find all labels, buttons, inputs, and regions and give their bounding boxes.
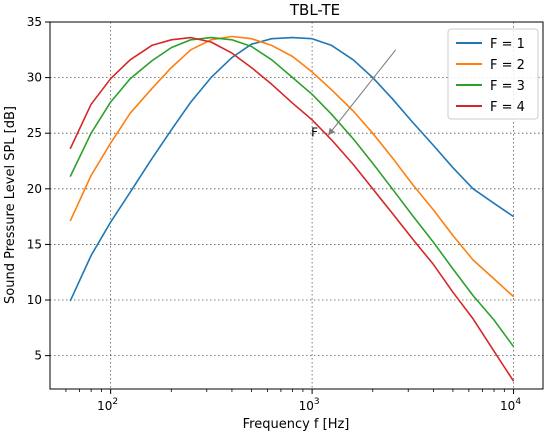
y-tick-label: 10: [27, 293, 42, 307]
legend-box: [447, 28, 539, 120]
legend-label-2: F = 2: [490, 58, 525, 73]
y-axis-label: Sound Pressure Level SPL [dB]: [3, 106, 18, 304]
chart-title: TBL-TE: [289, 1, 340, 19]
series-line-2: [69, 35, 515, 298]
series-line-3: [69, 36, 515, 348]
x-tick-label: 104: [500, 397, 521, 413]
legend: F = 1 F = 2 F = 3 F = 4: [447, 28, 539, 120]
series-layer: [69, 35, 515, 382]
x-tick-exponent: 3: [314, 397, 320, 407]
annotation-label: F: [311, 125, 318, 139]
y-tick-label: 30: [27, 71, 42, 85]
y-tick-label: 35: [27, 15, 42, 29]
x-axis-label-text: Frequency f [Hz]: [243, 417, 350, 432]
annotation: F: [311, 49, 397, 139]
x-axis-label: Frequency f [Hz]: [243, 417, 350, 432]
series-line-4: [69, 36, 515, 382]
legend-label-4: F = 4: [490, 100, 525, 115]
y-tick-label: 25: [27, 126, 42, 140]
plot-frame: [49, 21, 544, 390]
x-tick-base: 10: [97, 399, 112, 413]
legend-label-1: F = 1: [490, 37, 525, 52]
annotation-arrow-head: [328, 127, 336, 136]
x-tick-label: 102: [97, 397, 118, 413]
series-line-1: [69, 36, 515, 302]
annotation-arrow-line: [327, 49, 397, 136]
x-tick-exponent: 4: [515, 397, 521, 407]
y-tick-label: 5: [34, 349, 42, 363]
x-tick-base: 10: [299, 399, 314, 413]
x-tick-label: 103: [299, 397, 320, 413]
legend-label-3: F = 3: [490, 79, 525, 94]
y-tick-label: 20: [27, 182, 42, 196]
x-tick-base: 10: [500, 399, 515, 413]
y-axis: 5 10 15 20 25 30 35: [27, 15, 50, 363]
y-tick-label: 15: [27, 237, 42, 251]
x-tick-exponent: 2: [112, 397, 118, 407]
x-axis: 102 103 104: [65, 389, 521, 413]
